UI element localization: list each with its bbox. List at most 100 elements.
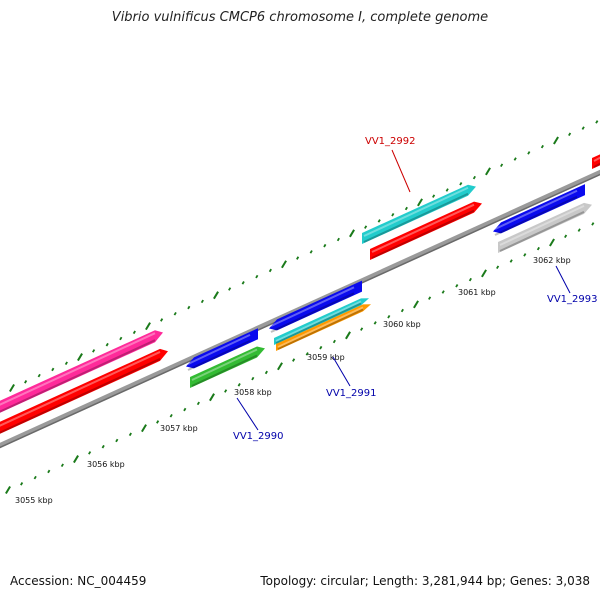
scale-tick (92, 349, 96, 353)
scale-tick (37, 373, 41, 378)
upper-tick-track (9, 120, 599, 393)
gene-label-vv1-2992[interactable]: VV1_2992 (365, 136, 416, 147)
gene-cyan-3060[interactable] (274, 298, 369, 345)
scale-tick (160, 318, 164, 322)
scale-tick (564, 234, 568, 239)
gene-gray-2993[interactable] (498, 202, 592, 253)
gene-red-left-highlight (0, 351, 161, 427)
gene-blue-2993[interactable] (493, 184, 585, 234)
scale-label-3062: 3062 kbp (533, 256, 571, 265)
genome-summary-text: Topology: circular; Length: 3,281,944 bp… (260, 574, 590, 588)
scale-tick (485, 167, 491, 176)
scale-tick (404, 206, 408, 211)
scale-tick (468, 277, 472, 282)
gene-green-3058-shadow (191, 354, 258, 387)
gene-red-edge-highlight (593, 156, 600, 162)
scale-tick (196, 401, 200, 406)
scale-label-3055: 3055 kbp (15, 496, 53, 505)
scale-tick (428, 296, 432, 300)
accession-text: Accession: NC_004459 (10, 574, 147, 588)
gene-red-left-shadow (0, 358, 161, 434)
scale-tick (237, 383, 241, 387)
gene-red-left[interactable] (0, 348, 168, 436)
scale-tick (24, 380, 28, 384)
gene-green-3058[interactable] (190, 346, 265, 388)
gene-orange-3060[interactable] (276, 304, 371, 351)
gene-blue-3060-highlight (270, 286, 355, 327)
scale-label-3056: 3056 kbp (87, 460, 125, 469)
gene-blue-3060-shadow (270, 292, 355, 333)
scale-tick (400, 308, 404, 313)
gene-pink-shadow (0, 339, 156, 413)
scale-tick (296, 256, 300, 260)
gene-blue-3058[interactable] (186, 328, 258, 369)
scale-label-3059: 3059 kbp (307, 353, 345, 362)
gene-gray-2993-highlight (499, 204, 585, 246)
scale-tick (391, 212, 395, 217)
scale-tick (481, 269, 487, 278)
gene-red-2992-shadow (371, 209, 475, 259)
gene-label-vv1-2990[interactable]: VV1_2990 (233, 431, 284, 442)
scale-tick (268, 268, 272, 273)
scale-tick (156, 420, 160, 424)
scale-tick (251, 376, 255, 381)
scale-label-3061: 3061 kbp (458, 288, 496, 297)
scale-tick (540, 144, 544, 149)
scale-tick (336, 237, 340, 242)
gene-blue-3060[interactable] (269, 280, 362, 331)
scale-tick (200, 299, 204, 304)
callout-line-2992 (391, 149, 411, 193)
scale-tick (500, 163, 504, 167)
scale-tick (77, 353, 83, 362)
scale-tick (187, 305, 191, 310)
scale-tick (568, 132, 572, 137)
scale-tick (441, 290, 445, 294)
scale-tick (101, 444, 105, 449)
gene-cyan-2992-shadow (363, 192, 469, 243)
scale-tick (88, 451, 92, 455)
scale-tick (319, 345, 323, 350)
gene-blue-2993-highlight (494, 189, 578, 230)
scale-label-3058: 3058 kbp (234, 388, 272, 397)
gene-label-vv1-2991[interactable]: VV1_2991 (326, 388, 377, 399)
callout-line-2993 (555, 265, 571, 294)
map-title: Vibrio vulnificus CMCP6 chromosome I, co… (111, 10, 489, 25)
scale-tick (377, 219, 381, 223)
scale-tick (255, 274, 259, 279)
scale-tick (47, 469, 51, 474)
gene-cyan-3060-highlight (275, 300, 362, 342)
scale-tick (595, 120, 599, 124)
scale-tick (51, 367, 55, 372)
scale-tick (345, 331, 351, 340)
scale-tick (536, 246, 540, 251)
gene-label-vv1-2993[interactable]: VV1_2993 (547, 294, 598, 305)
scale-tick (105, 342, 109, 347)
scale-tick (20, 482, 24, 486)
gene-cyan-3060-shadow (275, 302, 362, 344)
scale-tick (549, 238, 555, 247)
gene-gray-2993-shadow (499, 210, 585, 252)
scale-tick (496, 265, 500, 269)
scale-tick (183, 407, 187, 412)
scale-tick (577, 228, 581, 232)
gene-green-3058-highlight (191, 348, 258, 381)
gene-blue-2993-shadow (494, 195, 578, 236)
scale-tick (9, 383, 15, 393)
scale-tick (455, 284, 459, 288)
gene-red-edge-shadow (593, 162, 600, 168)
gene-cyan-2992[interactable] (362, 184, 476, 244)
scale-tick (332, 339, 336, 344)
gene-pink[interactable] (0, 330, 163, 415)
scale-tick (209, 393, 215, 402)
gene-red-2992-highlight (371, 203, 475, 253)
scale-tick (169, 413, 173, 418)
scale-label-3060: 3060 kbp (383, 320, 421, 329)
gene-red-edge[interactable] (592, 153, 600, 169)
scale-tick (360, 327, 364, 331)
gene-orange-3060-shadow (277, 308, 364, 350)
gene-red-2992[interactable] (370, 201, 482, 260)
scale-tick (241, 281, 245, 285)
scale-tick (281, 260, 287, 269)
scale-tick (224, 389, 228, 393)
